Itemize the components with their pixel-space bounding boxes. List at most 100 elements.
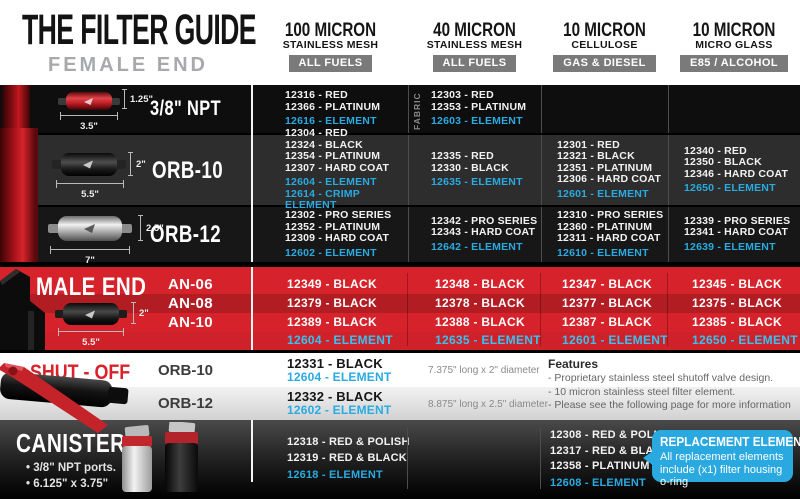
fuel-badge: ALL FUELS bbox=[432, 55, 517, 72]
table-row: AN-10 12389 - BLACK 12388 - BLACK 12387 … bbox=[0, 313, 800, 332]
row-label: 3/8" NPT bbox=[150, 97, 221, 120]
canister-section: CANISTER • 3/8" NPT ports. • 6.125" x 3.7… bbox=[0, 420, 800, 499]
part-number: 12353 - PLATINUM bbox=[431, 100, 527, 113]
callout-title: REPLACEMENT ELEMENTS bbox=[660, 435, 800, 449]
part-number: 12303 - RED bbox=[431, 89, 494, 102]
part-number: 12311 - HARD COAT bbox=[557, 232, 661, 244]
column-media-label: STAINLESS MESH bbox=[282, 39, 379, 51]
element-list: 12603 - ELEMENT bbox=[431, 116, 541, 128]
page-title: THE FILTER GUIDE bbox=[22, 6, 257, 54]
part-number: 12306 - HARD COAT bbox=[557, 173, 662, 186]
part-number: 12358 - PLATINUM bbox=[550, 460, 650, 472]
element-list: 12650 - ELEMENT bbox=[684, 182, 800, 195]
size-note: 7.375" long x 2" diameter bbox=[428, 365, 540, 376]
shut-off-section: SHUT - OFF ORB-10 ORB-12 12331 - BLACK 1… bbox=[0, 353, 800, 433]
part-number: 12341 - HARD COAT bbox=[684, 226, 789, 239]
part-cell: 12318 - RED & POLISH 12319 - RED & BLACK … bbox=[287, 434, 410, 482]
part-number: 12366 - PLATINUM bbox=[285, 100, 381, 113]
column-media-label: MICRO GLASS bbox=[695, 39, 773, 51]
column-header-40-micron: 40 MICRON STAINLESS MESH ALL FUELS bbox=[408, 20, 541, 72]
part-number: 12342 - PRO SERIES bbox=[431, 214, 538, 227]
part-number: 12335 - RED bbox=[431, 150, 494, 163]
part-cell: 12304 - RED 12324 - BLACK 12354 - PLATINUM… bbox=[253, 128, 408, 211]
element-list: 12604 - ELEMENT 12614 - CRIMP ELEMENT bbox=[285, 177, 408, 212]
part-number: 12343 - HARD COAT bbox=[431, 226, 536, 239]
canister-bullets: • 3/8" NPT ports. • 6.125" x 3.75" bbox=[26, 460, 116, 492]
part-list: 12301 - RED 12321 - BLACK 12351 - PLATINUM… bbox=[557, 139, 668, 186]
column-header-100-micron: 100 MICRON STAINLESS MESH ALL FUELS bbox=[253, 20, 408, 72]
part-number: 12388 - BLACK bbox=[435, 315, 525, 329]
part-number: 12387 - BLACK bbox=[562, 315, 652, 329]
red-inline-filter-image bbox=[58, 92, 120, 110]
element-part-number: 12635 - ELEMENT bbox=[431, 176, 523, 189]
female-end-subtitle: FEMALE END bbox=[48, 54, 208, 76]
size-note: 8.875" long x 2.5" diameter bbox=[428, 399, 548, 410]
column-divider bbox=[540, 273, 541, 346]
part-number: 12354 - PLATINUM bbox=[285, 150, 381, 163]
part-list: 12304 - RED 12324 - BLACK 12354 - PLATINUM… bbox=[285, 128, 408, 174]
column-micron-label: 40 MICRON bbox=[433, 20, 516, 41]
part-number: 12347 - BLACK bbox=[562, 277, 652, 291]
column-separator bbox=[251, 267, 253, 350]
element-part-number: 12650 - ELEMENT bbox=[692, 333, 798, 347]
dimension-height: 1.25" bbox=[122, 89, 153, 109]
part-cell-empty bbox=[668, 85, 800, 133]
part-number: 12319 - RED & BLACK bbox=[287, 452, 407, 464]
part-number: 12375 - BLACK bbox=[692, 296, 782, 310]
row-label: ORB-12 bbox=[158, 395, 214, 412]
part-list: 12310 - PRO SERIES 12360 - PLATINUM 12311 … bbox=[557, 209, 668, 245]
feature-item: - Proprietary stainless steel shutoff va… bbox=[548, 372, 774, 384]
part-cell: 12308 - RED & POLISH 12317 - RED & BLACK 1… bbox=[550, 428, 673, 490]
part-list: 12308 - RED & POLISH 12317 - RED & BLACK 1… bbox=[550, 428, 673, 475]
fuel-badge: GAS & DIESEL bbox=[553, 55, 656, 72]
row-label-cell: 1.25" 3.5" 3/8" NPT bbox=[0, 85, 253, 133]
column-micron-label: 10 MICRON bbox=[692, 20, 776, 41]
dimension-height: 2" bbox=[128, 152, 146, 176]
column-divider bbox=[540, 428, 541, 489]
part-number: 12317 - RED & BLACK bbox=[550, 444, 670, 457]
part-number: 12321 - BLACK bbox=[557, 150, 635, 163]
part-list: 12316 - RED 12366 - PLATINUM bbox=[285, 90, 408, 113]
female-end-section: 1.25" 3.5" 3/8" NPT 12316 - RED 12366 - P… bbox=[0, 85, 800, 266]
part-number: 12377 - BLACK bbox=[562, 296, 652, 310]
element-part-number: 12601 - ELEMENT bbox=[557, 187, 649, 200]
element-part-number: 12602 - ELEMENT bbox=[287, 403, 392, 417]
part-list: 12340 - RED 12350 - BLACK 12346 - HARD COA… bbox=[684, 144, 800, 181]
column-separator bbox=[251, 85, 253, 262]
dimension-label: 3.5" bbox=[80, 121, 98, 132]
part-number: 12340 - RED bbox=[684, 144, 747, 157]
dimension-label: 2.5" bbox=[146, 222, 164, 234]
part-cell: 12335 - RED 12330 - BLACK 12635 - ELEMENT bbox=[408, 135, 541, 205]
row-label: AN-08 bbox=[168, 295, 213, 312]
element-part-number: 12635 - ELEMENT bbox=[435, 333, 541, 347]
dimension-height: 2" bbox=[131, 302, 149, 324]
part-cell: 12331 - BLACK 12604 - ELEMENT bbox=[287, 357, 391, 384]
column-media-label: CELLULOSE bbox=[571, 39, 638, 51]
part-number: 12316 - RED bbox=[285, 89, 348, 102]
male-end-title: MALE END bbox=[36, 273, 147, 301]
part-cell: 12339 - PRO SERIES 12341 - HARD COAT 1263… bbox=[668, 207, 800, 262]
table-row: AN-08 12379 - BLACK 12378 - BLACK 12377 … bbox=[0, 294, 800, 313]
row-label: AN-10 bbox=[168, 314, 213, 331]
column-header-10-micron-microglass: 10 MICRON MICRO GLASS E85 / ALCOHOL bbox=[668, 20, 800, 72]
part-number: 12385 - BLACK bbox=[692, 315, 782, 329]
element-part-number: 12608 - ELEMENT bbox=[550, 476, 646, 489]
element-part-number: 12604 - ELEMENT bbox=[287, 370, 392, 384]
column-media-label: STAINLESS MESH bbox=[426, 39, 523, 51]
part-cell: 12340 - RED 12350 - BLACK 12346 - HARD COA… bbox=[668, 135, 800, 205]
column-divider bbox=[667, 273, 668, 346]
column-header-10-micron-cellulose: 10 MICRON CELLULOSE GAS & DIESEL bbox=[541, 20, 668, 72]
element-list: 12601 - ELEMENT bbox=[557, 187, 668, 201]
part-number: 12332 - BLACK bbox=[287, 389, 383, 404]
dimension-length: 5.5" bbox=[56, 180, 124, 202]
element-part-number: 12601 - ELEMENT bbox=[562, 333, 668, 347]
part-number: 12318 - RED & POLISH bbox=[287, 436, 410, 448]
part-number: 12309 - HARD COAT bbox=[285, 232, 390, 244]
dimension-length: 3.5" bbox=[60, 112, 118, 134]
part-number: 12346 - HARD COAT bbox=[684, 167, 789, 180]
element-part-number: 12642 - ELEMENT bbox=[431, 240, 523, 253]
part-number: 12379 - BLACK bbox=[287, 296, 377, 310]
dimension-label: 5.5" bbox=[82, 337, 100, 348]
element-list: 12610 - ELEMENT bbox=[557, 247, 668, 260]
